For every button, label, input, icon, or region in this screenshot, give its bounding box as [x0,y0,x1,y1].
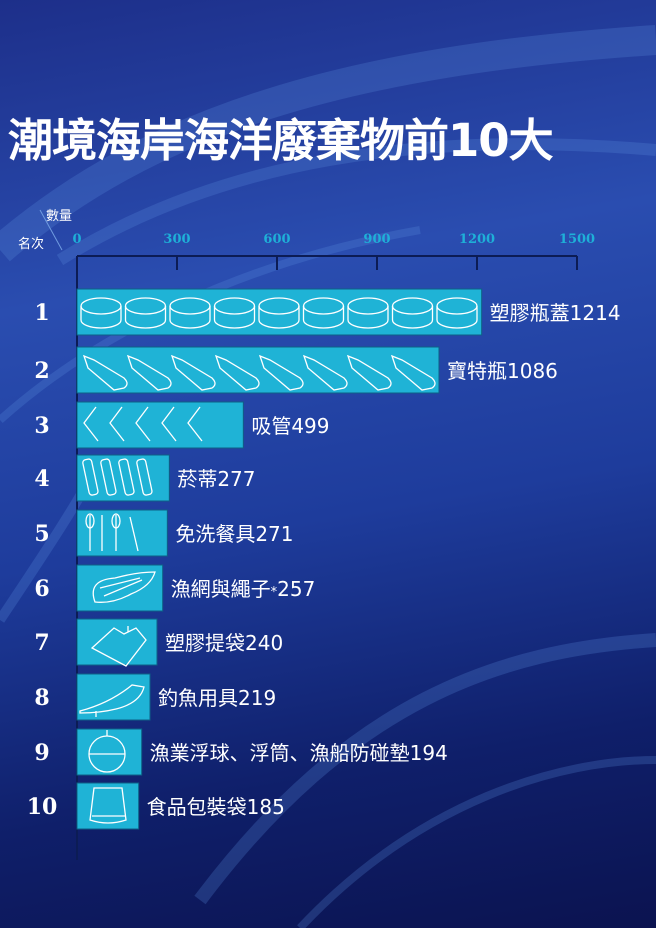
value-label: 257 [277,577,315,601]
category-name: 免洗餐具 [175,522,255,546]
value-label: 240 [245,631,283,655]
category-name: 漁業浮球、浮筒、漁船防碰墊 [150,741,410,765]
value-label: 219 [238,686,276,710]
category-name: 塑膠提袋 [165,631,245,655]
value-label: 1214 [570,301,621,325]
straw-icon [83,406,203,442]
bar [76,454,170,502]
buoy-icon [88,730,126,773]
bar [76,509,168,557]
page-title: 潮境海岸海洋廢棄物前10大 [8,114,554,167]
rank-label: 8 [34,685,49,711]
rank-label: 10 [27,794,58,820]
x-axis-label: 數量 [46,209,72,224]
bar-label: 吸管499 [251,414,329,438]
x-tick-label: 0 [72,232,81,247]
rank-label: 9 [34,740,49,766]
value-label: 271 [255,522,293,546]
bar [76,401,244,449]
rank-label: 7 [34,630,49,656]
rank-label: 3 [34,413,49,439]
bar-label: 寶特瓶1086 [447,359,558,383]
bar-label: 漁業浮球、浮筒、漁船防碰墊194 [150,741,448,765]
rank-label: 1 [34,300,49,326]
rank-label: 2 [34,358,49,384]
value-label: 185 [247,795,285,819]
rank-label: 4 [34,466,49,492]
bottle-cap-icon [80,297,478,329]
category-name: 食品包裝袋 [147,795,247,819]
bar-label: 漁網與繩子*257 [171,577,316,601]
footnote-marker: * [271,585,278,600]
bar-label: 菸蒂277 [177,467,255,491]
category-name: 菸蒂 [177,467,217,491]
category-name: 寶特瓶 [447,359,507,383]
bar-label: 食品包裝袋185 [147,795,285,819]
x-tick-label: 600 [263,232,290,247]
x-tick-label: 300 [163,232,190,247]
x-tick-label: 900 [363,232,390,247]
bar-label: 釣魚用具219 [158,686,276,710]
plastic-bag-icon [90,626,147,667]
pet-bottle-icon [82,354,436,391]
bar-label: 免洗餐具271 [175,522,293,546]
value-label: 277 [217,467,255,491]
y-axis-label: 名次 [18,236,44,252]
bar [76,782,140,830]
x-tick-label: 1200 [459,232,495,247]
fishing-lure-icon [79,684,145,717]
value-label: 499 [291,414,329,438]
x-tick-label: 1500 [559,232,595,247]
rank-label: 6 [34,576,49,602]
fishing-net-icon [92,571,156,603]
bar-label: 塑膠瓶蓋1214 [490,301,621,325]
category-name: 釣魚用具 [158,686,238,710]
category-name: 漁網與繩子 [171,577,271,601]
rank-label: 5 [34,521,49,547]
cigarette-butt-icon [82,458,153,496]
bar-label: 塑膠提袋240 [165,631,283,655]
value-label: 194 [410,741,448,765]
value-label: 1086 [507,359,558,383]
category-name: 吸管 [251,414,291,438]
food-wrapper-icon [89,787,127,824]
category-name: 塑膠瓶蓋 [490,301,570,325]
cutlery-icon [85,513,139,552]
axis-corner-divider [39,209,63,251]
